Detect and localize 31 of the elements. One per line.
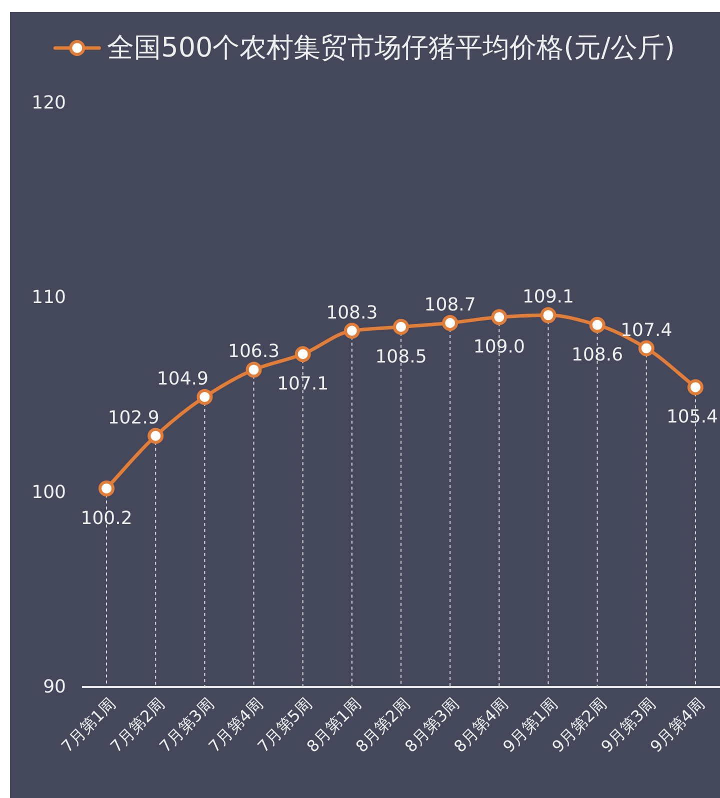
legend: 全国500个农村集贸市场仔猪平均价格(元/公斤): [53, 32, 675, 64]
data-label: 107.4: [620, 320, 672, 341]
data-label: 108.5: [375, 346, 427, 368]
data-label: 106.3: [228, 341, 280, 362]
data-label: 102.9: [108, 407, 160, 428]
y-tick-label: 110: [32, 287, 66, 308]
point: [344, 322, 360, 339]
point: [491, 309, 508, 326]
point: [294, 346, 311, 362]
data-label: 104.9: [156, 368, 208, 390]
point: [589, 316, 606, 333]
y-tick-label: 90: [43, 676, 66, 698]
point: [638, 340, 654, 356]
point: [393, 318, 409, 335]
data-label: 109.1: [522, 286, 574, 308]
point: [540, 307, 556, 324]
point: [196, 388, 213, 405]
data-label: 100.2: [80, 508, 132, 529]
data-label: 108.7: [424, 294, 476, 316]
y-tick-label: 100: [32, 482, 66, 503]
data-label: 107.1: [277, 374, 329, 395]
data-label: 108.6: [572, 344, 624, 366]
point: [148, 428, 164, 444]
point: [98, 480, 115, 496]
point: [246, 362, 262, 378]
point: [442, 314, 458, 331]
y-tick-label: 120: [32, 92, 66, 114]
data-label: 105.4: [666, 406, 718, 428]
point: [687, 379, 704, 396]
data-label: 109.0: [473, 336, 525, 358]
data-label: 108.3: [326, 302, 378, 324]
